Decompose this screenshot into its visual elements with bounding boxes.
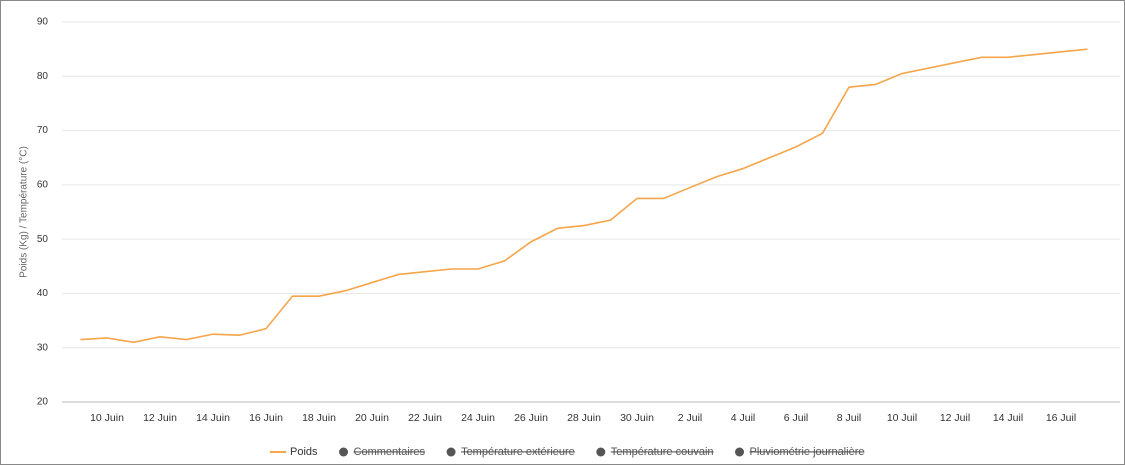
x-tick-label: 24 Juin <box>461 412 495 424</box>
x-tick-label: 16 Juil <box>1046 412 1076 424</box>
x-tick-label: 28 Juin <box>567 412 601 424</box>
x-tick-label: 12 Juil <box>940 412 970 424</box>
x-tick-label: 12 Juin <box>143 412 177 424</box>
legend-entry[interactable]: Température extérieure <box>461 446 575 458</box>
x-tick-label: 26 Juin <box>514 412 548 424</box>
x-tick-label: 20 Juin <box>355 412 389 424</box>
x-tick-label: 8 Juil <box>837 412 862 424</box>
y-axis-label: Poids (Kg) / Température (°C) <box>19 146 30 278</box>
legend-swatch <box>596 447 606 457</box>
y-tick-label: 20 <box>37 397 49 408</box>
x-tick-label: 30 Juin <box>620 412 654 424</box>
legend-entry[interactable]: Pluviométrie journalière <box>750 446 865 458</box>
y-tick-label: 30 <box>37 342 49 353</box>
legend-entry[interactable]: Commentaires <box>354 446 426 458</box>
y-tick-label: 60 <box>37 179 49 190</box>
x-tick-label: 16 Juin <box>249 412 283 424</box>
x-tick-label: 14 Juil <box>993 412 1023 424</box>
data-line <box>80 48 1088 344</box>
y-tick-label: 70 <box>37 125 49 136</box>
x-tick-label: 10 Juil <box>887 412 917 424</box>
legend-swatch <box>735 447 745 457</box>
x-tick-label: 14 Juin <box>196 412 230 424</box>
legend-swatch <box>446 447 456 457</box>
x-tick-label: 10 Juin <box>90 412 124 424</box>
x-tick-label: 2 Juil <box>678 412 703 424</box>
x-tick-label: 18 Juin <box>302 412 336 424</box>
y-tick-label: 80 <box>37 71 49 82</box>
y-tick-label: 50 <box>37 234 49 245</box>
legend-entry[interactable]: Poids <box>290 446 318 458</box>
legend-swatch <box>339 447 349 457</box>
x-tick-label: 22 Juin <box>408 412 442 424</box>
x-tick-label: 4 Juil <box>731 412 756 424</box>
y-tick-label: 40 <box>37 288 49 299</box>
legend-entry[interactable]: Température couvain <box>611 446 714 458</box>
y-tick-label: 90 <box>37 17 49 28</box>
x-tick-label: 6 Juil <box>784 412 809 424</box>
